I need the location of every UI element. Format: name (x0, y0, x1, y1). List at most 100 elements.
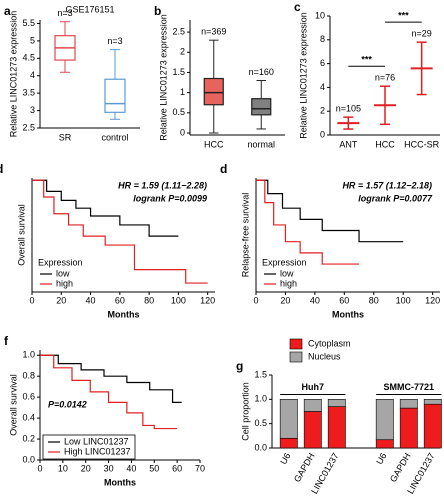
y-tick-label: 3 (30, 105, 35, 115)
x-axis-label: Months (108, 309, 140, 319)
significance-label: *** (398, 11, 409, 21)
significance-label: *** (361, 55, 372, 65)
y-tick-label: 2 (320, 106, 325, 116)
legend-label: high (56, 278, 73, 288)
x-tick-label: 20 (280, 295, 290, 305)
survival-curve (40, 354, 178, 430)
bar-segment (303, 411, 322, 449)
y-tick-label: 0.8 (22, 371, 35, 381)
x-tick-label: 80 (369, 295, 379, 305)
annotation: HR = 1.59 (1.11−2.28) (118, 180, 207, 190)
x-tick-label: 0 (37, 463, 42, 473)
y-tick-label: 0.2 (22, 433, 35, 443)
y-tick-label: 0.5 (172, 107, 185, 117)
x-tick-label: SR (59, 132, 72, 142)
y-tick-label: 1.5 (172, 67, 185, 77)
x-tick-label: control (101, 132, 128, 142)
y-axis-label: Relapse-free survival (240, 193, 250, 278)
y-axis-label: Cell proportion (240, 382, 250, 441)
y-tick-label: 5 (30, 35, 35, 45)
x-tick-label: U6 (278, 451, 292, 466)
panel-label: c (294, 0, 301, 14)
legend-label: High LINC01237 (64, 446, 131, 456)
bar-segment (279, 437, 298, 449)
group-label: Huh7 (302, 382, 325, 392)
x-tick-label: 20 (56, 295, 66, 305)
y-tick-label: 1.0 (22, 350, 35, 360)
bar-segment (327, 399, 346, 407)
y-tick-label: 0.0 (254, 442, 267, 452)
bar-segment (327, 406, 346, 449)
x-tick-label: 100 (171, 295, 186, 305)
n-label: n=369 (201, 27, 226, 37)
legend-frame (42, 434, 136, 460)
legend-label: low (280, 268, 294, 278)
bar-segment (279, 399, 298, 439)
y-axis-label: Relative LINC01273 expression (158, 14, 168, 141)
x-tick-label: 0 (29, 295, 34, 305)
n-label: n=29 (412, 29, 432, 39)
y-tick-label: 0.5 (254, 418, 267, 428)
n-label: n=160 (249, 67, 274, 77)
x-tick-label: GAPDH (388, 451, 413, 484)
n-label: n=3 (57, 8, 72, 18)
bar-segment (399, 407, 418, 449)
legend-swatch (289, 338, 303, 350)
survival-curve (256, 179, 404, 243)
legend-label: high (280, 278, 297, 288)
group-label: SMMC-7721 (384, 382, 435, 392)
x-tick-label: 80 (144, 295, 154, 305)
y-tick-label: 1.5 (254, 369, 267, 379)
x-tick-label: 20 (81, 463, 91, 473)
legend-label: Low LINC01237 (64, 436, 129, 446)
y-tick-label: 0.6 (22, 392, 35, 402)
x-tick-label: 60 (172, 463, 182, 473)
chart-title: GSE176151 (65, 4, 114, 14)
x-tick-label: GAPDH (292, 451, 317, 484)
y-tick-label: 2 (180, 47, 185, 57)
y-tick-label: 1.0 (254, 394, 267, 404)
box (104, 78, 126, 113)
y-tick-label: 6 (320, 58, 325, 68)
annotation: HR = 1.57 (1.12−2.18) (342, 180, 432, 190)
y-tick-label: 10 (315, 10, 325, 20)
x-tick-label: 40 (310, 295, 320, 305)
y-tick-label: 4 (320, 82, 325, 92)
n-label: n=105 (336, 104, 361, 114)
panel-label: f (4, 334, 9, 348)
y-tick-label: 0.0 (22, 454, 35, 464)
y-tick-label: 1 (180, 87, 185, 97)
x-axis-label: Months (332, 309, 364, 319)
y-tick-label: 5.5 (22, 18, 35, 28)
panel-label: a (4, 4, 11, 18)
y-tick-label: 0.4 (22, 412, 35, 422)
legend-title: Expression (38, 257, 83, 267)
legend-label: Nucleus (308, 351, 341, 361)
box (203, 77, 224, 106)
panel-label: d (220, 162, 227, 176)
x-tick-label: 40 (86, 295, 96, 305)
bar-segment (375, 399, 394, 441)
panel-label: d (0, 162, 3, 176)
x-tick-label: 40 (126, 463, 136, 473)
x-tick-label: U6 (374, 451, 388, 466)
legend-label: low (56, 268, 70, 278)
y-tick-label: 8 (320, 34, 325, 44)
x-tick-label: 70 (195, 463, 205, 473)
survival-curve (40, 354, 182, 403)
survival-curve (256, 179, 360, 265)
y-tick-label: 3.5 (22, 88, 35, 98)
annotation: P=0.0142 (48, 399, 87, 409)
bar-segment (423, 403, 442, 449)
y-tick-label: 2.5 (22, 122, 35, 132)
x-tick-label: 120 (425, 295, 440, 305)
x-tick-label: 10 (58, 463, 68, 473)
annotation: logrank P=0.0077 (358, 193, 433, 203)
y-tick-label: 2.5 (172, 26, 185, 36)
y-tick-label: 4 (30, 70, 35, 80)
x-tick-label: 30 (104, 463, 114, 473)
legend-swatch (289, 351, 303, 363)
legend-title: Expression (262, 257, 307, 267)
panel-label: b (154, 4, 161, 18)
